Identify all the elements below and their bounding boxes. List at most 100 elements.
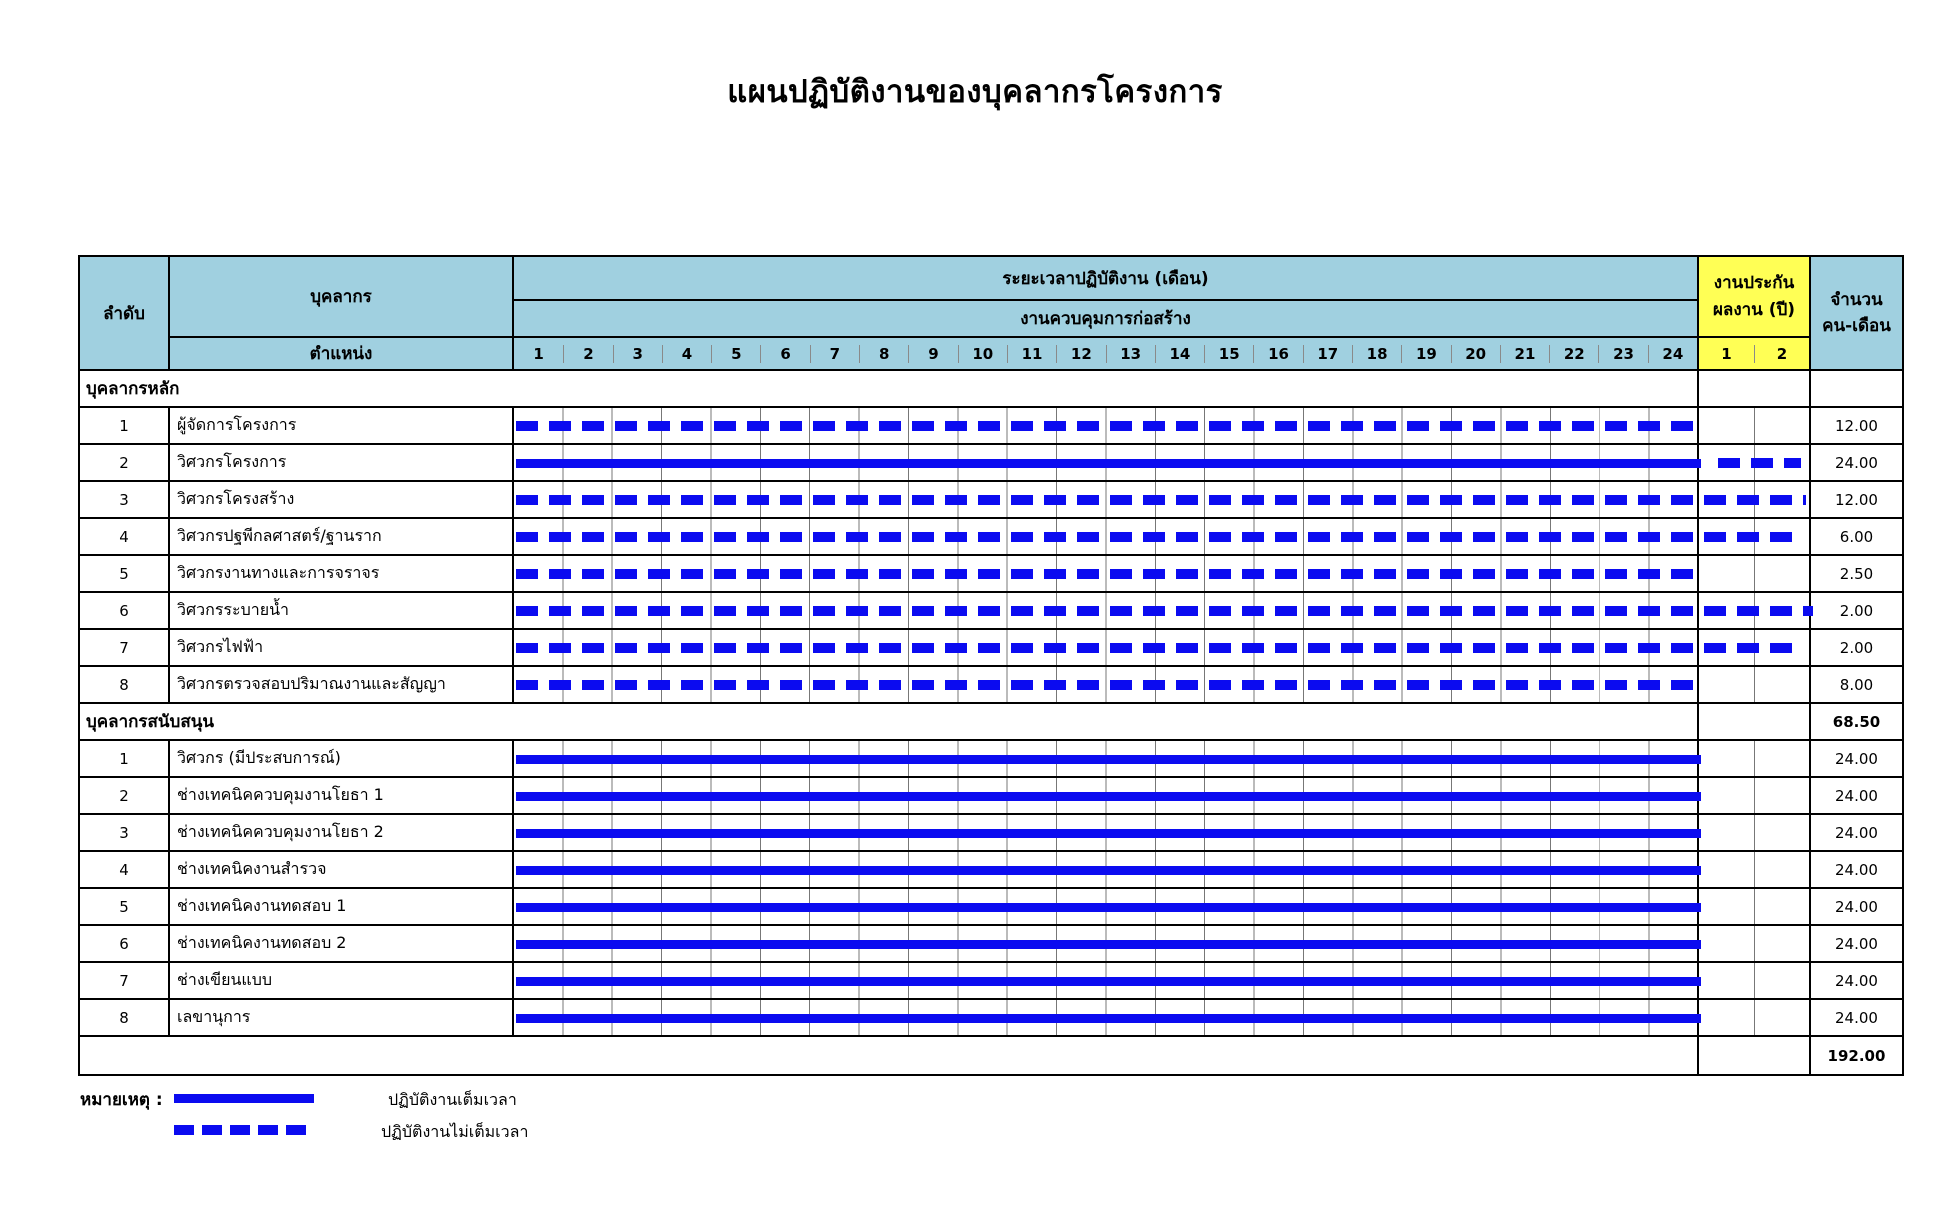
table-row: 6 วิศวกรระบายน้ำ 2.00 <box>80 593 1902 630</box>
month-number: 6 <box>760 344 809 363</box>
solid-gantt-bar <box>516 903 1701 912</box>
solid-gantt-bar <box>516 866 1701 875</box>
warranty-year2-cell <box>1754 778 1809 813</box>
dashed-gantt-bar <box>1717 458 1802 468</box>
row-number: 1 <box>119 749 129 768</box>
warranty-year2-cell <box>1754 852 1809 887</box>
dashed-gantt-bar <box>516 606 1813 616</box>
row-number: 8 <box>119 675 129 694</box>
month-number: 15 <box>1204 344 1253 363</box>
row-person-months-value: 12.00 <box>1809 408 1902 443</box>
section-warranty-cell <box>1697 704 1809 739</box>
row-position-label: วิศวกรงานทางและการจราจร <box>168 556 512 591</box>
row-number: 2 <box>119 786 129 805</box>
row-gantt-area <box>512 408 1701 443</box>
row-position-label: ช่างเทคนิคควบคุมงานโยธา 1 <box>168 778 512 813</box>
table-row: 3 วิศวกรโครงสร้าง 12.00 <box>80 482 1902 519</box>
row-position-label: วิศวกรโครงสร้าง <box>168 482 512 517</box>
month-number: 1 <box>533 344 544 363</box>
row-gantt-area <box>512 1000 1701 1035</box>
warranty-year1-cell <box>1697 926 1754 961</box>
row-position-label: เลขานุการ <box>168 1000 512 1035</box>
table-row: 6 ช่างเทคนิคงานทดสอบ 2 24.00 <box>80 926 1902 963</box>
month-number: 10 <box>957 344 1007 363</box>
row-person-months-value: 6.00 <box>1809 519 1902 554</box>
month-number: 20 <box>1450 344 1500 363</box>
row-gantt-area <box>512 519 1797 554</box>
month-number: 2 <box>563 344 612 363</box>
row-number: 4 <box>119 527 129 546</box>
row-position-label: ช่างเทคนิคงานทดสอบ 2 <box>168 926 512 961</box>
warranty-year1-cell <box>1697 556 1754 591</box>
row-person-months-value: 24.00 <box>1809 889 1902 924</box>
grand-total-row: 192.00 <box>80 1037 1902 1074</box>
row-position-label: วิศวกรโครงการ <box>168 445 512 480</box>
row-position-label: ช่างเทคนิคควบคุมงานโยธา 2 <box>168 815 512 850</box>
row-number: 3 <box>119 490 129 509</box>
solid-gantt-bar <box>516 1014 1701 1023</box>
month-number: 7 <box>809 344 859 363</box>
table-row: 4 วิศวกรปฐพีกลศาสตร์/ฐานราก 6.00 <box>80 519 1902 556</box>
row-gantt-area <box>512 630 1803 665</box>
header-position: ตำแหน่ง <box>168 336 512 369</box>
row-gantt-area <box>512 852 1701 887</box>
solid-gantt-bar <box>516 940 1701 949</box>
month-number: 9 <box>908 344 957 363</box>
warranty-year1-cell <box>1697 815 1754 850</box>
row-person-months-value: 8.00 <box>1809 667 1902 702</box>
row-person-months-value: 24.00 <box>1809 963 1902 998</box>
row-person-months-value: 24.00 <box>1809 1000 1902 1035</box>
table-row: 5 วิศวกรงานทางและการจราจร 2.50 <box>80 556 1902 593</box>
month-number: 16 <box>1253 344 1302 363</box>
month-number: 4 <box>661 344 711 363</box>
row-number: 5 <box>119 897 129 916</box>
solid-gantt-bar <box>516 829 1701 838</box>
table-row: 1 ผู้จัดการโครงการ 12.00 <box>80 408 1902 445</box>
dashed-gantt-bar <box>516 569 1701 579</box>
row-gantt-area <box>512 963 1701 998</box>
month-number: 3 <box>612 344 662 363</box>
warranty-year1-cell <box>1697 408 1754 443</box>
month-number: 8 <box>859 344 908 363</box>
header-warranty-line1: งานประกัน <box>1713 273 1795 294</box>
warranty-year2-cell <box>1754 408 1809 443</box>
legend-note-label: หมายเหตุ : <box>80 1090 163 1110</box>
table-row: 4 ช่างเทคนิคงานสำรวจ 24.00 <box>80 852 1902 889</box>
section-total-value: 68.50 <box>1809 704 1902 739</box>
header-personnel: บุคลากร <box>168 257 512 336</box>
month-number: 5 <box>711 344 760 363</box>
row-gantt-area <box>512 445 1802 480</box>
dashed-gantt-bar <box>516 421 1701 431</box>
row-number: 4 <box>119 860 129 879</box>
row-gantt-area <box>512 556 1701 591</box>
month-number: 18 <box>1351 344 1401 363</box>
table-row: 2 วิศวกรโครงการ 24.00 <box>80 445 1902 482</box>
warranty-year1-cell <box>1697 778 1754 813</box>
row-number: 6 <box>119 934 129 953</box>
warranty-year1-cell <box>1697 963 1754 998</box>
table-row: 8 เลขานุการ 24.00 <box>80 1000 1902 1037</box>
warranty-year1-cell <box>1697 667 1754 702</box>
row-position-label: วิศวกรไฟฟ้า <box>168 630 512 665</box>
table-row: 7 วิศวกรไฟฟ้า 2.00 <box>80 630 1902 667</box>
warranty-year2-cell <box>1754 926 1809 961</box>
header-amount-line2: คน-เดือน <box>1822 316 1891 336</box>
row-gantt-area <box>512 593 1813 628</box>
row-position-label: วิศวกร (มีประสบการณ์) <box>168 741 512 776</box>
header-amount-line1: จำนวน <box>1830 289 1883 310</box>
row-person-months-value: 24.00 <box>1809 778 1902 813</box>
month-number: 13 <box>1105 344 1155 363</box>
header-duration-subtitle: งานควบคุมการก่อสร้าง <box>512 299 1697 336</box>
warranty-year2-cell <box>1754 889 1809 924</box>
row-position-label: ช่างเทคนิคงานทดสอบ 1 <box>168 889 512 924</box>
table-row: 3 ช่างเทคนิคควบคุมงานโยธา 2 24.00 <box>80 815 1902 852</box>
row-person-months-value: 2.00 <box>1809 593 1902 628</box>
row-position-label: วิศวกรตรวจสอบปริมาณงานและสัญญา <box>168 667 512 702</box>
row-position-label: ผู้จัดการโครงการ <box>168 408 512 443</box>
warranty-year2-cell <box>1754 963 1809 998</box>
row-gantt-area <box>512 926 1701 961</box>
warranty-year2-cell <box>1754 556 1809 591</box>
table-row: 8 วิศวกรตรวจสอบปริมาณงานและสัญญา 8.00 <box>80 667 1902 704</box>
grand-total-value: 192.00 <box>1809 1037 1902 1074</box>
